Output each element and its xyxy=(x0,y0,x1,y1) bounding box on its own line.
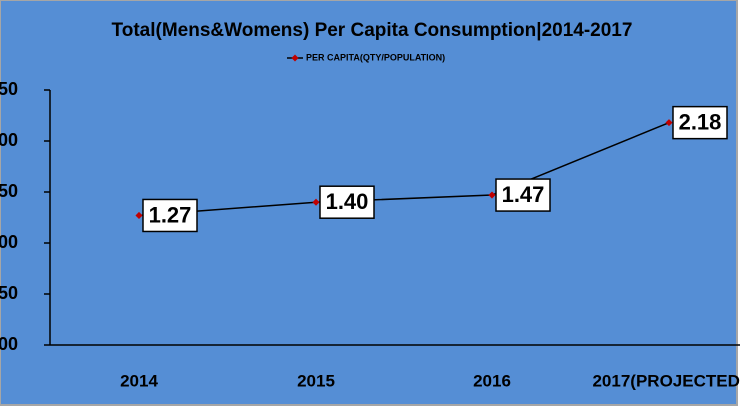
data-label-box xyxy=(672,105,728,140)
point xyxy=(135,211,143,219)
legend-label: PER CAPITA(QTY/POPULATION) xyxy=(306,52,445,62)
y-tick-label: 2.00 xyxy=(0,130,18,150)
data-label: 1.47 xyxy=(502,182,545,207)
data-label: 2.18 xyxy=(679,109,722,134)
line xyxy=(138,121,670,217)
chart-title: Total(Mens&Womens) Per Capita Consumptio… xyxy=(112,20,633,41)
y-tick-label: 0.50 xyxy=(0,283,18,303)
x-tick-label: 2016 xyxy=(473,371,511,390)
data-label: 1.27 xyxy=(149,202,192,227)
x-tick-label: 2017(PROJECTED) xyxy=(592,371,740,390)
point xyxy=(312,198,320,206)
data-label: 1.40 xyxy=(326,189,369,214)
y-tick-label: 0.00 xyxy=(0,334,18,354)
y-tick-label: 2.50 xyxy=(0,79,18,99)
data-label-box xyxy=(319,185,375,219)
y-tick-label: 1.50 xyxy=(0,181,18,201)
point xyxy=(665,119,673,127)
legend-marker xyxy=(291,54,299,62)
y-tick-label: 1.00 xyxy=(0,232,18,252)
x-tick-label: 2014 xyxy=(120,371,158,390)
point xyxy=(488,191,496,199)
data-label-box xyxy=(495,178,551,212)
x-tick-label: 2015 xyxy=(297,371,335,390)
data-label-box xyxy=(142,198,198,233)
